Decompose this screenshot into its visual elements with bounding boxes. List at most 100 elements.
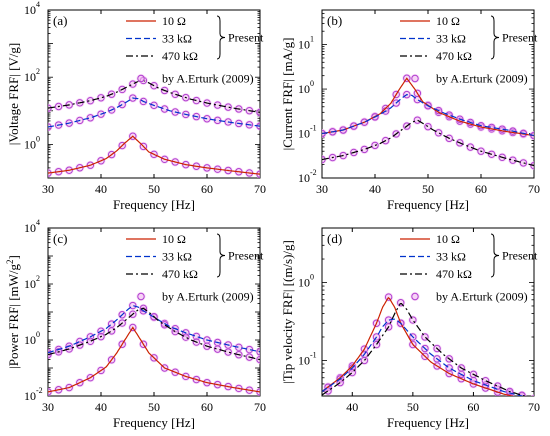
legend-bracket-label: Present xyxy=(228,249,264,263)
y-tick-label: 10 xyxy=(298,82,310,96)
reference-marker xyxy=(506,387,514,396)
x-tick-label: 50 xyxy=(422,182,434,196)
x-axis-label: Frequency [Hz] xyxy=(113,415,195,430)
y-tick-exponent: 4 xyxy=(36,0,40,9)
reference-marker xyxy=(456,139,464,147)
reference-marker xyxy=(403,74,411,82)
reference-marker xyxy=(118,311,126,319)
legend-label: 470 kΩ xyxy=(162,267,198,281)
reference-marker xyxy=(139,340,148,348)
x-tick-label: 60 xyxy=(201,182,213,196)
reference-marker xyxy=(203,99,211,107)
reference-marker xyxy=(97,157,105,165)
legend-label: by A.Erturk (2009) xyxy=(162,290,254,304)
reference-marker xyxy=(139,142,148,151)
reference-marker xyxy=(160,155,169,164)
reference-marker xyxy=(182,110,190,119)
reference-marker xyxy=(433,344,441,353)
reference-marker xyxy=(107,90,116,98)
y-tick-label: 10 xyxy=(24,137,36,151)
reference-marker xyxy=(139,304,148,313)
reference-marker xyxy=(360,356,369,365)
reference-marker xyxy=(107,356,116,364)
series-line-1 xyxy=(48,97,260,128)
reference-marker xyxy=(413,95,422,104)
reference-marker xyxy=(86,337,95,345)
reference-marker xyxy=(171,90,179,98)
x-tick-label: 70 xyxy=(528,182,540,196)
reference-marker xyxy=(256,348,260,356)
legend: 10 Ω 33 kΩ 470 kΩ Present by A.Erturk (2009) xyxy=(126,14,264,86)
series-line-1 xyxy=(322,93,534,137)
y-tick-label: 10 xyxy=(298,127,310,141)
legend-label: by A.Erturk (2009) xyxy=(436,72,528,86)
reference-marker xyxy=(107,150,116,159)
reference-marker xyxy=(372,340,381,349)
reference-marker xyxy=(86,374,95,382)
y-tick-exponent: -1 xyxy=(310,350,317,359)
reference-marker xyxy=(424,102,432,110)
x-axis-label: Frequency [Hz] xyxy=(387,197,469,212)
reference-marker xyxy=(324,387,332,395)
reference-marker xyxy=(424,122,432,131)
y-tick-label: 10 xyxy=(24,70,36,84)
reference-marker xyxy=(445,134,453,143)
reference-marker xyxy=(397,299,405,307)
reference-marker xyxy=(509,127,517,135)
reference-marker xyxy=(129,80,137,88)
reference-marker-halo xyxy=(255,355,260,365)
reference-marker xyxy=(350,122,358,130)
reference-marker xyxy=(371,141,379,150)
reference-marker xyxy=(76,341,84,349)
legend-bracket-label: Present xyxy=(228,31,264,45)
reference-marker xyxy=(322,155,326,164)
reference-marker xyxy=(409,333,417,341)
reference-marker xyxy=(54,348,63,356)
reference-marker xyxy=(360,145,369,154)
y-tick-label: 10 xyxy=(298,38,310,52)
x-tick-label: 50 xyxy=(407,400,419,414)
reference-marker xyxy=(372,319,381,327)
y-axis-label: |Current FRF| [mA/g] xyxy=(280,38,295,151)
legend: 10 Ω 33 kΩ 470 kΩ Present by A.Erturk (2009) xyxy=(126,232,264,304)
y-axis-label: |Tip velocity FRF| [(m/s)/g] xyxy=(280,240,295,384)
x-tick-label: 30 xyxy=(42,182,54,196)
reference-marker xyxy=(76,116,84,125)
reference-marker xyxy=(256,355,260,364)
x-tick-label: 70 xyxy=(254,400,266,414)
legend-label: 33 kΩ xyxy=(436,250,466,264)
y-tick-label: 10 xyxy=(298,275,310,289)
panel-label: (c) xyxy=(53,231,67,246)
reference-marker xyxy=(392,130,400,138)
reference-marker xyxy=(434,129,443,137)
reference-marker xyxy=(107,106,116,114)
plot-area xyxy=(48,301,260,396)
axes-frame xyxy=(321,227,535,397)
x-tick-label: 30 xyxy=(42,400,54,414)
reference-marker xyxy=(48,350,52,359)
reference-marker xyxy=(118,85,126,94)
reference-marker xyxy=(129,301,137,310)
x-tick-label: 70 xyxy=(254,182,266,196)
legend-label: 33 kΩ xyxy=(436,32,466,46)
reference-marker xyxy=(118,340,126,348)
reference-marker xyxy=(203,342,211,350)
series-line-0 xyxy=(48,326,260,393)
y-tick-label: 10 xyxy=(24,3,36,17)
series-line-0 xyxy=(322,296,515,396)
reference-marker xyxy=(171,158,179,166)
legend-label: 33 kΩ xyxy=(162,32,192,46)
reference-marker xyxy=(403,122,411,130)
x-tick-label: 60 xyxy=(475,182,487,196)
y-tick-exponent: -1 xyxy=(310,124,317,133)
reference-marker xyxy=(433,355,441,363)
panel-label: (d) xyxy=(327,231,342,246)
reference-marker xyxy=(129,310,137,318)
reference-marker xyxy=(498,153,506,162)
reference-marker xyxy=(519,159,528,167)
y-axis-label: |Voltage FRF| [V/g] xyxy=(6,43,21,145)
legend-marker xyxy=(137,292,145,301)
x-tick-label: 70 xyxy=(528,400,540,414)
reference-marker xyxy=(371,113,379,121)
